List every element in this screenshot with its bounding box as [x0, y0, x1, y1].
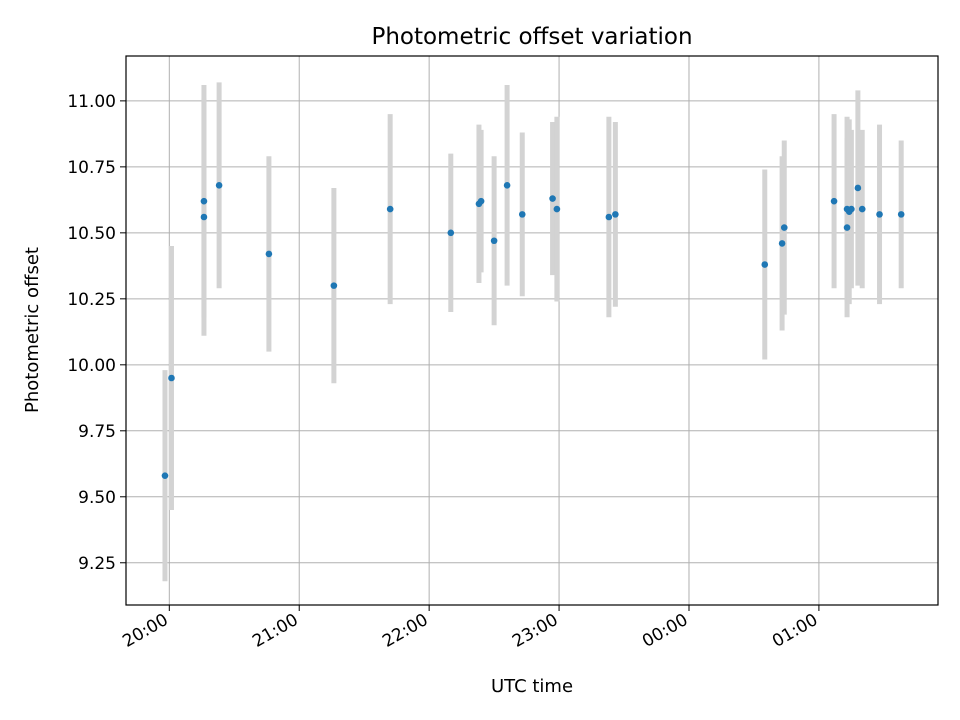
- x-axis: 20:00 21:00 22:00 23:00 00:00 01:00: [119, 605, 821, 652]
- x-tick-label: 22:00: [379, 610, 431, 652]
- data-point: [161, 472, 169, 479]
- data-point: [858, 205, 866, 213]
- y-tick-label: 10.25: [67, 290, 116, 310]
- chart-title: Photometric offset variation: [371, 24, 692, 50]
- data-point: [854, 184, 862, 192]
- data-point: [848, 205, 855, 213]
- data-point: [265, 250, 273, 258]
- data-point: [843, 224, 851, 231]
- data-point: [876, 211, 883, 218]
- data-point: [612, 211, 619, 218]
- y-tick-label: 9.25: [78, 554, 116, 574]
- data-point: [168, 374, 175, 382]
- plot-frame: [125, 55, 939, 606]
- y-tick-label: 9.50: [78, 488, 116, 508]
- x-axis-label: UTC time: [491, 676, 573, 697]
- x-tick-label: 21:00: [249, 610, 301, 652]
- data-point: [215, 182, 223, 189]
- data-points: [161, 182, 905, 479]
- x-tick-label: 23:00: [509, 610, 561, 652]
- y-tick-label: 9.75: [78, 422, 116, 442]
- data-point: [605, 213, 613, 221]
- data-point: [897, 211, 905, 218]
- data-point: [518, 211, 526, 218]
- y-tick-label: 11.00: [67, 92, 116, 112]
- data-point: [761, 261, 769, 268]
- data-point: [447, 229, 455, 237]
- data-point: [780, 224, 788, 231]
- data-point: [200, 197, 208, 205]
- data-point: [386, 205, 394, 213]
- data-point: [200, 213, 208, 221]
- data-point: [830, 197, 838, 205]
- data-point: [778, 240, 786, 247]
- y-axis: 9.25 9.50 9.75 10.00 10.25 10.50 10.75 11.00: [67, 92, 126, 574]
- x-tick-label: 00:00: [639, 610, 691, 652]
- data-point: [553, 205, 561, 213]
- grid: [126, 56, 938, 605]
- y-tick-label: 10.00: [67, 356, 116, 376]
- y-tick-label: 10.75: [67, 158, 116, 178]
- x-tick-label: 20:00: [119, 610, 171, 652]
- data-point: [477, 197, 485, 205]
- x-tick-label: 01:00: [769, 610, 821, 652]
- data-point: [330, 282, 338, 289]
- y-axis-label: Photometric offset: [22, 247, 43, 413]
- data-point: [549, 195, 556, 202]
- data-point: [490, 237, 498, 245]
- data-point: [503, 182, 511, 189]
- error-bars: [162, 82, 904, 582]
- y-tick-label: 10.50: [67, 224, 116, 244]
